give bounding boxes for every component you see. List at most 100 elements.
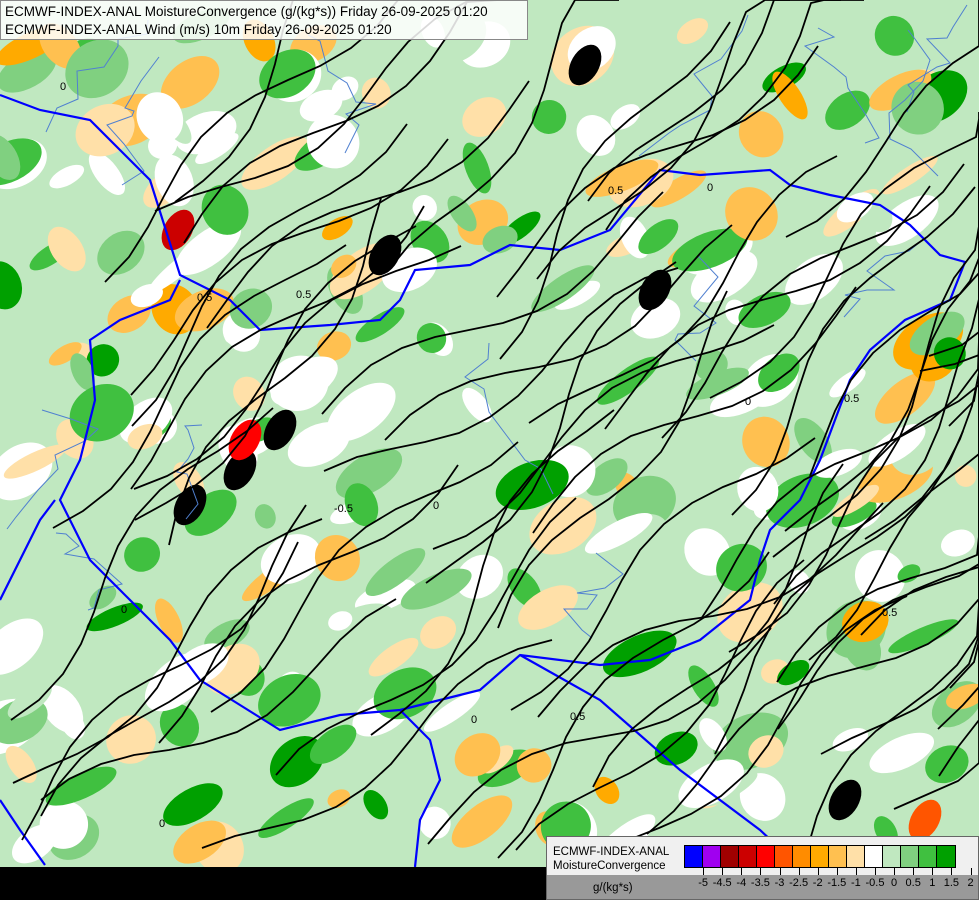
legend-tick-label: -3: [774, 877, 785, 889]
streamline: [323, 267, 679, 472]
contour-labels: 0 0.5 -0.5 0 0.5 0 0.5 0 0.5 0 0.5 0 0.5 0: [60, 81, 897, 830]
streamline: [515, 559, 805, 851]
streamline: [206, 80, 530, 329]
legend-tick: [970, 868, 972, 875]
field-patch: [233, 376, 265, 411]
streamline: [52, 244, 347, 529]
legend-swatch: [739, 846, 757, 867]
legend-swatches: [684, 845, 956, 868]
wind-streamlines: [10, 0, 979, 859]
contour-label: 0.5: [570, 711, 585, 723]
field-patch: [299, 89, 343, 122]
legend-swatch: [757, 846, 775, 867]
legend-tick: [703, 868, 705, 875]
field-patch: [154, 598, 183, 643]
legend-tick-label: -0.5: [865, 877, 885, 889]
field-patch: [306, 114, 360, 169]
streamline: [537, 502, 884, 718]
field-patch: [159, 703, 200, 747]
field-patch: [49, 164, 85, 189]
field-patch: [127, 423, 163, 450]
streamline: [499, 21, 731, 360]
legend-tick-label: -4: [736, 877, 747, 889]
field-patch: [0, 261, 23, 310]
legend-swatch: [703, 846, 721, 867]
river: [307, 34, 377, 154]
streamline: [10, 407, 274, 721]
field-extreme: [228, 419, 262, 461]
streamline: [773, 274, 979, 605]
field-patch: [5, 745, 37, 783]
streamline: [806, 503, 979, 851]
legend-tick: [951, 868, 953, 875]
field-patch: [738, 111, 784, 158]
river: [464, 342, 554, 495]
field-extreme: [638, 269, 672, 311]
field-patch: [201, 184, 249, 235]
streamline: [893, 548, 979, 810]
streamline: [784, 206, 979, 532]
river: [55, 532, 124, 611]
field-patch: [47, 226, 86, 272]
field-patch: [686, 367, 749, 400]
field-patch: [829, 368, 866, 398]
legend-swatch: [829, 846, 847, 867]
legend-unit: g/(kg*s): [593, 882, 633, 894]
legend-tick-label: 2: [967, 877, 974, 889]
field-patch: [163, 783, 223, 826]
field-patch: [269, 736, 325, 788]
streamline: [820, 487, 979, 755]
field-patch: [130, 284, 163, 308]
field-patch: [831, 499, 877, 528]
streamline: [321, 191, 664, 415]
field-patch: [0, 134, 21, 180]
field-patch: [3, 444, 67, 479]
legend-swatch: [775, 846, 793, 867]
field-patch: [45, 766, 117, 806]
streamline: [728, 366, 979, 653]
field-patch: [69, 383, 134, 442]
river: [562, 552, 624, 639]
field-patch: [365, 548, 426, 597]
field-patch: [344, 483, 379, 527]
field-patch: [86, 602, 143, 632]
streamline: [714, 430, 964, 755]
streamline: [497, 290, 728, 629]
field-patch: [531, 100, 567, 134]
streamline: [130, 205, 425, 490]
streamline: [731, 186, 976, 516]
field-patch: [585, 458, 628, 496]
field-patch: [124, 537, 161, 572]
field-patch: [836, 192, 874, 223]
legend-swatch: [919, 846, 937, 867]
field-patch: [420, 616, 457, 649]
field-patch: [70, 353, 95, 391]
streamline: [864, 228, 979, 540]
streamline: [587, 0, 841, 202]
field-patch: [361, 77, 391, 109]
field-patch: [173, 820, 226, 864]
streamline: [785, 0, 979, 238]
legend-tick: [855, 868, 857, 875]
field-patch: [584, 512, 653, 554]
legend-swatch: [847, 846, 865, 867]
legend-tick-label: 1: [929, 877, 936, 889]
field-patch: [447, 195, 477, 232]
legend-tick: [913, 868, 915, 875]
streamline: [496, 45, 819, 298]
streamline: [592, 463, 844, 788]
legend-tick: [741, 868, 743, 875]
legend-swatch: [937, 846, 955, 867]
field-patch: [75, 103, 135, 157]
map-title: ECMWF-INDEX-ANAL MoistureConvergence (g/…: [0, 0, 528, 40]
streamline: [595, 595, 908, 859]
legend-swatch: [721, 846, 739, 867]
field-extreme: [263, 409, 297, 451]
field-patch: [650, 170, 707, 208]
legend-tick: [722, 868, 724, 875]
river: [6, 409, 99, 530]
contour-label: 0: [707, 182, 713, 194]
legend-swatch: [685, 846, 703, 867]
streamline: [12, 518, 323, 784]
field-patch: [832, 484, 879, 517]
